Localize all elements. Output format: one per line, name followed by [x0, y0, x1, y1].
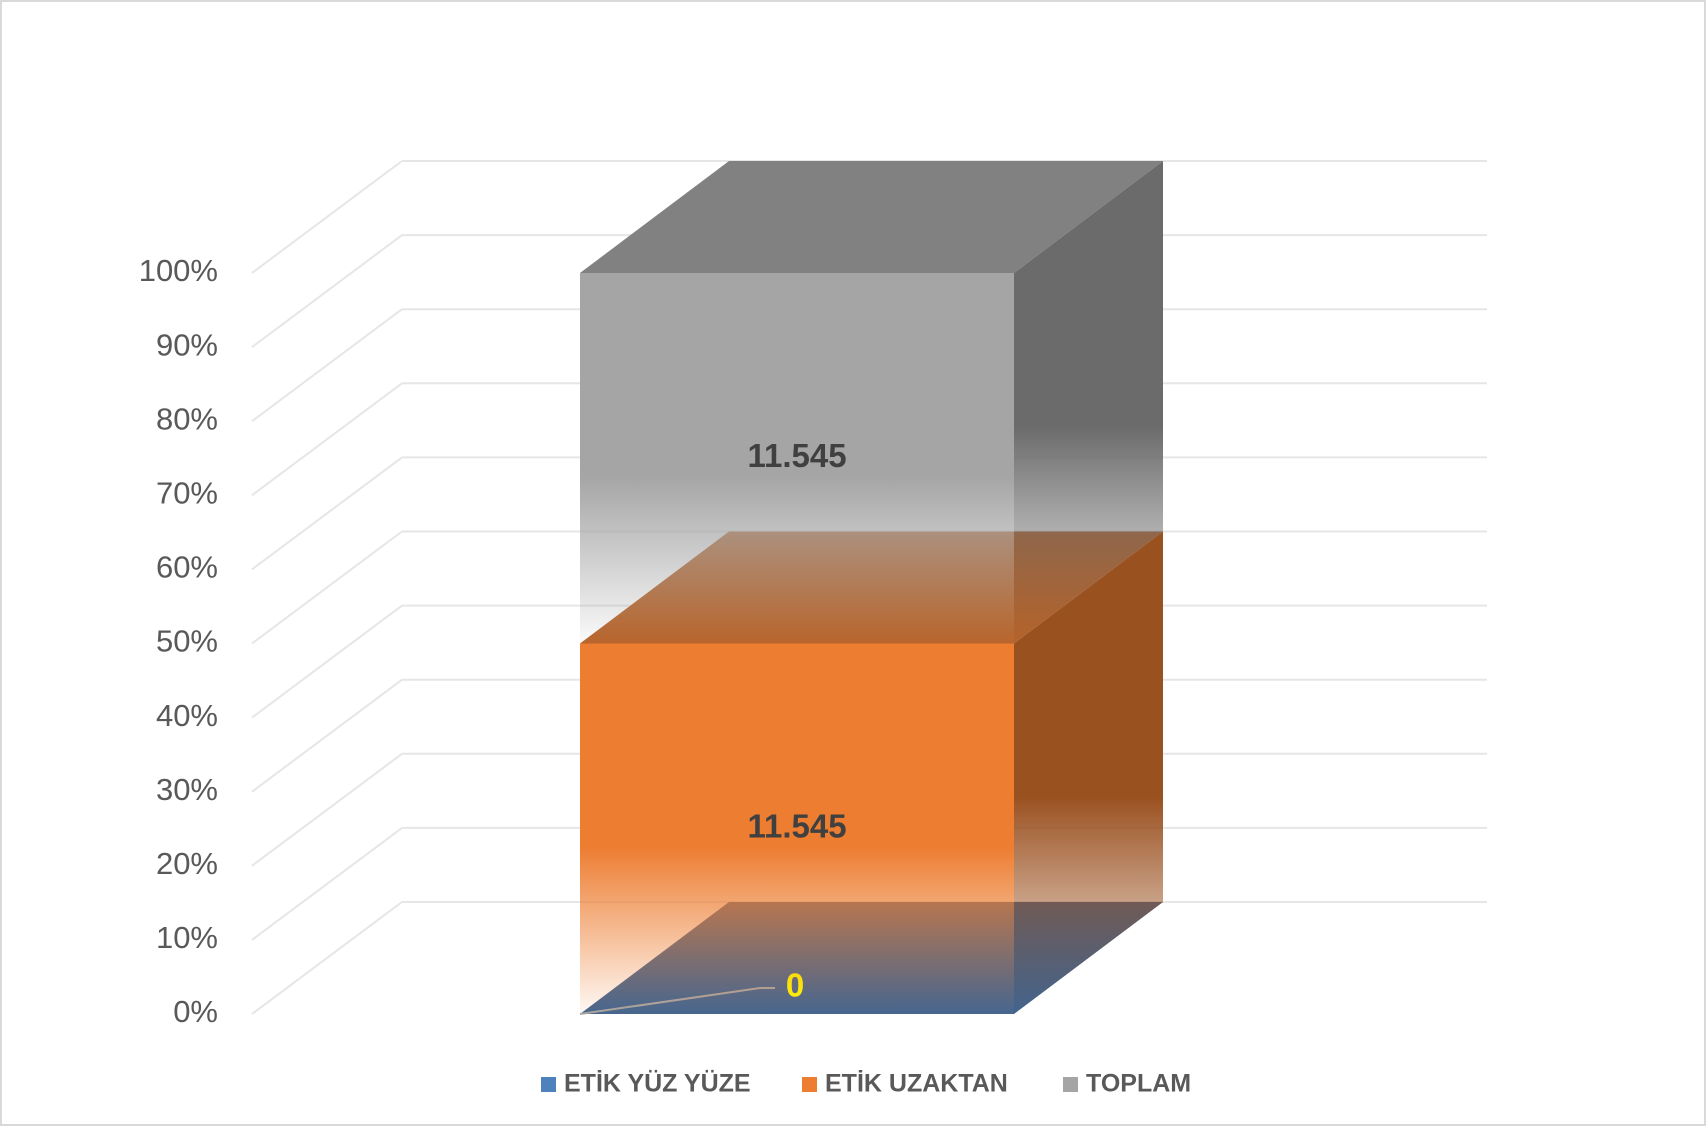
grid-line-wall: [251, 530, 403, 645]
bar-side: [1014, 161, 1163, 644]
grid-line-wall: [251, 456, 403, 571]
legend-swatch: [541, 1077, 556, 1092]
y-tick-label: 30%: [156, 772, 218, 807]
grid-line-wall: [251, 308, 403, 423]
bar-top: [580, 161, 1163, 273]
legend-swatch: [802, 1077, 817, 1092]
y-tick-label: 70%: [156, 475, 218, 510]
y-tick-label: 60%: [156, 550, 218, 585]
y-tick-label: 40%: [156, 698, 218, 733]
y-tick-label: 100%: [139, 253, 218, 288]
legend-label: ETİK UZAKTAN: [825, 1070, 1008, 1098]
y-tick-label: 50%: [156, 624, 218, 659]
y-tick-label: 80%: [156, 401, 218, 436]
data-label: 11.545: [747, 807, 846, 844]
bar: [580, 643, 1014, 1014]
grid-line-wall: [251, 678, 403, 793]
bar-side: [1014, 531, 1163, 1014]
grid-line-wall: [251, 604, 403, 719]
legend-swatch: [1063, 1077, 1078, 1092]
grid-line-wall: [251, 901, 403, 1015]
data-label: 11.545: [747, 437, 846, 474]
y-tick-label: 0%: [173, 994, 218, 1029]
grid-line-wall: [251, 827, 403, 941]
legend-label: ETİK YÜZ YÜZE: [564, 1069, 751, 1098]
grid-line-wall: [251, 752, 403, 867]
grid-line-wall: [251, 234, 403, 348]
y-tick-label: 90%: [156, 327, 218, 362]
legend-label: TOPLAM: [1086, 1070, 1191, 1098]
grid-line-wall: [251, 160, 403, 274]
y-tick-label: 20%: [156, 846, 218, 881]
y-tick-label: 10%: [156, 920, 218, 955]
grid-line-wall: [251, 382, 403, 497]
bar: [580, 273, 1014, 644]
